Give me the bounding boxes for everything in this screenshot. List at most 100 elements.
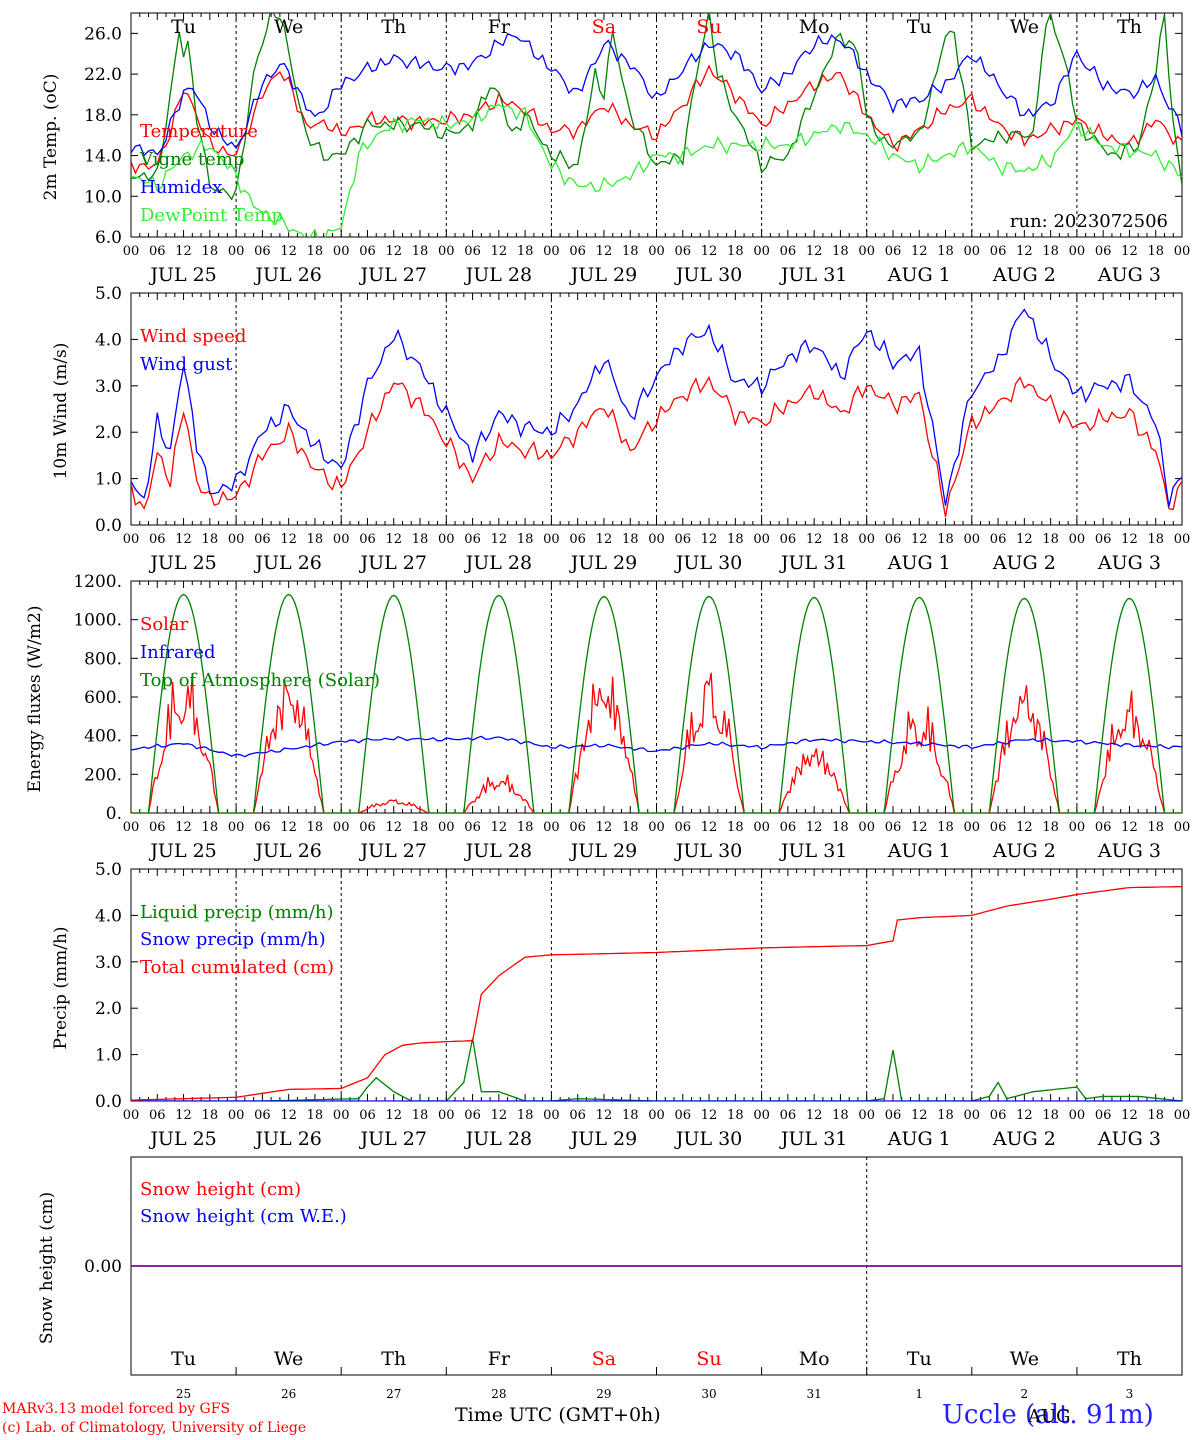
legend-entry: Infrared <box>140 642 215 663</box>
hour-label: 12 <box>385 1108 402 1123</box>
hour-label: 12 <box>385 820 402 835</box>
date-label: JUL 31 <box>779 840 847 862</box>
date-label: AUG 1 <box>887 840 951 862</box>
weekday-label: Tu <box>171 16 196 38</box>
hour-label: 06 <box>990 1108 1007 1123</box>
legend-entry: Humidex <box>140 177 222 198</box>
date-label: JUL 30 <box>674 1128 742 1150</box>
weekday-label: We <box>274 1348 303 1370</box>
hour-label: 12 <box>491 244 508 259</box>
hour-label: 12 <box>701 1108 718 1123</box>
hour-label: 12 <box>1016 244 1033 259</box>
panel-5 <box>130 1156 1183 1376</box>
date-label: JUL 25 <box>148 264 216 286</box>
day-number: 31 <box>807 1387 822 1401</box>
hour-label: 12 <box>911 532 928 547</box>
weekday-label: Su <box>696 16 721 38</box>
weekday-label: Mo <box>799 1348 830 1370</box>
hour-label: 18 <box>832 244 849 259</box>
date-label: AUG 1 <box>887 264 951 286</box>
date-label: JUL 27 <box>359 840 427 862</box>
hour-label: 12 <box>1016 1108 1033 1123</box>
hour-label: 12 <box>385 244 402 259</box>
hour-label: 00 <box>228 1108 245 1123</box>
hour-label: 00 <box>1174 244 1191 259</box>
date-label: JUL 29 <box>569 552 637 574</box>
hour-label: 18 <box>412 244 429 259</box>
hour-label: 00 <box>753 244 770 259</box>
y-tick-label: 2.0 <box>95 999 122 1019</box>
panel-2 <box>130 292 1183 526</box>
hour-label: 12 <box>1121 820 1138 835</box>
date-label: AUG 1 <box>887 1128 951 1150</box>
legend-entry: Temperature <box>140 121 258 142</box>
hour-label: 06 <box>675 532 692 547</box>
hour-label: 06 <box>569 244 586 259</box>
hour-label: 00 <box>123 1108 140 1123</box>
hour-label: 18 <box>832 1108 849 1123</box>
hour-label: 06 <box>569 532 586 547</box>
date-label: JUL 30 <box>674 552 742 574</box>
hour-label: 06 <box>149 532 166 547</box>
hour-label: 06 <box>885 244 902 259</box>
y-tick-label: 10.0 <box>84 187 122 207</box>
hour-label: 06 <box>359 820 376 835</box>
weekday-label: Fr <box>488 16 511 38</box>
series-line <box>131 885 1182 1101</box>
hour-label: 00 <box>753 532 770 547</box>
date-label: JUL 28 <box>464 840 532 862</box>
hour-label: 00 <box>858 532 875 547</box>
hour-label: 18 <box>1042 820 1059 835</box>
panel-4 <box>130 868 1183 1102</box>
series-line <box>131 735 1182 758</box>
date-label: JUL 27 <box>359 264 427 286</box>
hour-label: 06 <box>780 244 797 259</box>
date-label: AUG 2 <box>992 552 1056 574</box>
series-line <box>131 13 1182 201</box>
hour-label: 18 <box>1147 244 1164 259</box>
hour-label: 18 <box>727 532 744 547</box>
hour-label: 12 <box>806 820 823 835</box>
legend-entry: Snow height (cm W.E.) <box>140 1206 347 1227</box>
date-label: JUL 30 <box>674 840 742 862</box>
date-label: JUL 31 <box>779 552 847 574</box>
date-label: JUL 29 <box>569 840 637 862</box>
series-line <box>131 32 1182 157</box>
hour-label: 18 <box>1042 1108 1059 1123</box>
legend-entry: Solar <box>140 614 189 635</box>
hour-label: 00 <box>964 1108 981 1123</box>
hour-label: 00 <box>753 820 770 835</box>
series-line <box>131 64 1182 175</box>
y-tick-label: 3.0 <box>95 953 122 973</box>
hour-label: 12 <box>280 244 297 259</box>
hour-label: 18 <box>202 532 219 547</box>
hour-label: 12 <box>1016 820 1033 835</box>
hour-label: 18 <box>622 820 639 835</box>
day-number: 25 <box>176 1387 191 1401</box>
hour-label: 12 <box>280 1108 297 1123</box>
y-tick-label: 4.0 <box>95 330 122 350</box>
series-group <box>131 885 1182 1101</box>
series-group <box>131 593 1182 813</box>
hour-label: 12 <box>1121 244 1138 259</box>
hour-label: 00 <box>1069 532 1086 547</box>
hour-label: 18 <box>937 244 954 259</box>
hour-label: 18 <box>517 1108 534 1123</box>
hour-label: 06 <box>990 244 1007 259</box>
series-line <box>131 308 1182 507</box>
hour-label: 18 <box>727 1108 744 1123</box>
date-label: JUL 29 <box>569 1128 637 1150</box>
date-label: AUG 1 <box>887 552 951 574</box>
hour-label: 06 <box>885 1108 902 1123</box>
hour-label: 12 <box>491 532 508 547</box>
hour-label: 00 <box>543 532 560 547</box>
hour-label: 12 <box>491 820 508 835</box>
y-tick-label: 22.0 <box>84 65 122 85</box>
hour-label: 12 <box>701 820 718 835</box>
y-tick-label: 800. <box>84 649 122 669</box>
hour-label: 18 <box>832 820 849 835</box>
hour-label: 18 <box>517 820 534 835</box>
hour-label: 12 <box>701 532 718 547</box>
hour-label: 12 <box>596 532 613 547</box>
station-overlap-label: AUG <box>1028 1406 1071 1427</box>
